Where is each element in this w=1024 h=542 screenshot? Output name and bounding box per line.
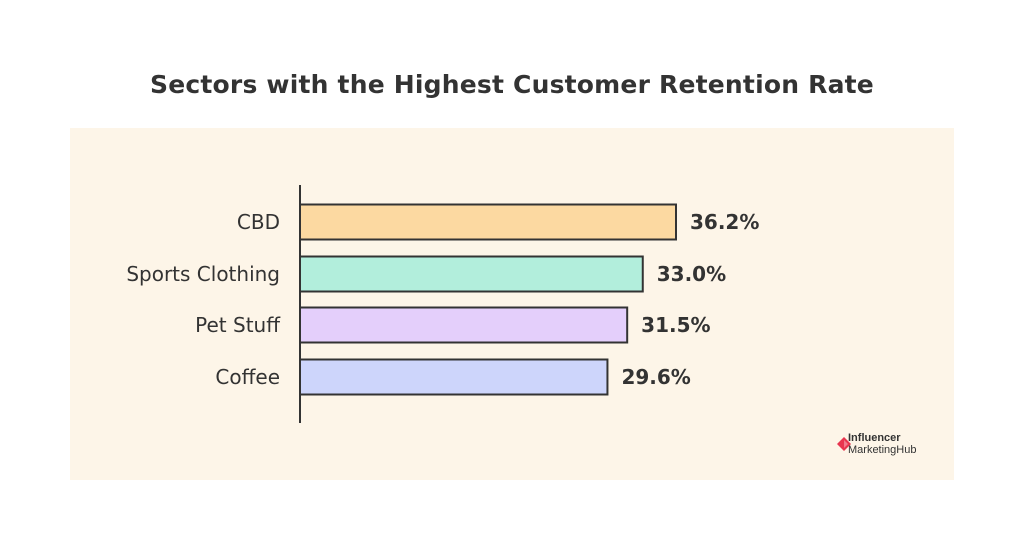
value-label: 29.6% [621,365,690,389]
bar-coffee [299,358,609,396]
value-label: 36.2% [690,210,759,234]
category-label: Coffee [215,365,280,389]
influencer-marketing-hub-logo: Influencer MarketingHub [836,432,956,462]
logo-line-2: MarketingHub [848,444,917,456]
logo-line-1: Influencer [848,432,901,444]
value-label: 31.5% [641,313,710,337]
bar-pet-stuff [299,306,629,344]
bar-sports-clothing [299,255,644,293]
chart-title: Sectors with the Highest Customer Retent… [150,70,874,99]
category-label: Sports Clothing [126,262,280,286]
chart-panel [70,128,954,480]
bar-cbd [299,203,677,241]
category-label: CBD [237,210,280,234]
category-label: Pet Stuff [195,313,281,337]
bars-layer: CBD 36.2% Sports Clothing 33.0% Pet Stuff 31.… [126,185,759,423]
logo-diamond-icon [837,437,851,451]
value-label: 33.0% [657,262,726,286]
